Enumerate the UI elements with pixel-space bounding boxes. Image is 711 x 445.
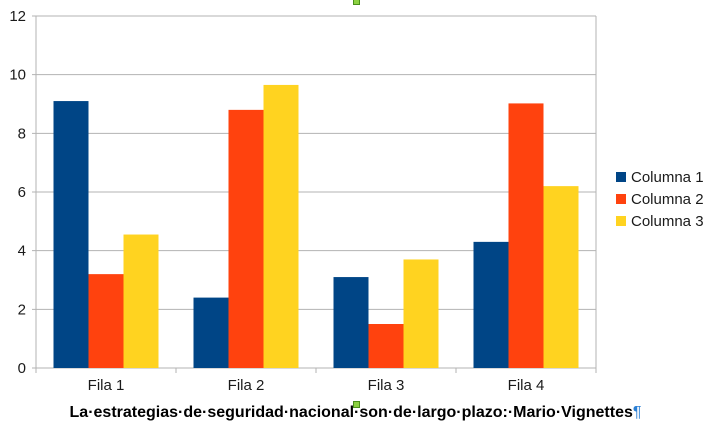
bars bbox=[53, 84, 579, 369]
bar-fila-1-columna-3 bbox=[123, 234, 159, 368]
bar-fila-2-columna-1 bbox=[193, 297, 229, 368]
bar-fila-3-columna-2 bbox=[368, 324, 404, 368]
bar-chart: 0 2 4 6 8 10 12 Fila 1 Fila 2 Fila 3 Fila 4 Colum… bbox=[9, 8, 704, 394]
legend-label: Columna 1 bbox=[631, 169, 704, 186]
y-tick-label: 6 bbox=[18, 184, 26, 201]
selection-handle-bottom[interactable] bbox=[353, 401, 360, 408]
bar-fila-3-columna-3 bbox=[403, 259, 439, 368]
caption-text: La·estrategias·de·seguridad·nacional·son… bbox=[69, 404, 633, 421]
legend-label: Columna 3 bbox=[631, 213, 704, 230]
y-tick-label: 12 bbox=[9, 8, 26, 25]
y-tick-label: 0 bbox=[18, 360, 26, 377]
legend-swatch bbox=[616, 172, 626, 182]
bar-fila-2-columna-2 bbox=[228, 109, 264, 368]
legend-swatch bbox=[616, 216, 626, 226]
chart-caption: La·estrategias·de·seguridad·nacional·son… bbox=[0, 404, 711, 422]
y-tick-label: 8 bbox=[18, 125, 26, 142]
legend-label: Columna 2 bbox=[631, 191, 704, 208]
bar-fila-4-columna-1 bbox=[473, 241, 509, 368]
legend: Columna 1 Columna 2 Columna 3 bbox=[616, 169, 704, 230]
x-tick-label: Fila 3 bbox=[368, 377, 405, 394]
y-tick-label: 4 bbox=[18, 243, 26, 260]
x-axis-ticks: Fila 1 Fila 2 Fila 3 Fila 4 bbox=[88, 377, 545, 394]
legend-swatch bbox=[616, 194, 626, 204]
x-tick-label: Fila 2 bbox=[228, 377, 265, 394]
bar-fila-1-columna-2 bbox=[88, 274, 124, 368]
pilcrow-mark: ¶ bbox=[632, 404, 642, 421]
bar-fila-2-columna-3 bbox=[263, 84, 299, 368]
x-tick-label: Fila 4 bbox=[508, 377, 545, 394]
selection-handle-top[interactable] bbox=[353, 0, 360, 5]
y-tick-label: 10 bbox=[9, 67, 26, 84]
axes bbox=[35, 16, 597, 373]
x-tick-label: Fila 1 bbox=[88, 377, 125, 394]
bar-fila-1-columna-1 bbox=[53, 101, 89, 369]
bar-fila-4-columna-2 bbox=[508, 103, 544, 368]
bar-fila-4-columna-3 bbox=[543, 186, 579, 368]
bar-fila-3-columna-1 bbox=[333, 277, 369, 368]
y-axis-ticks: 0 2 4 6 8 10 12 bbox=[9, 8, 26, 377]
y-tick-label: 2 bbox=[18, 301, 26, 318]
